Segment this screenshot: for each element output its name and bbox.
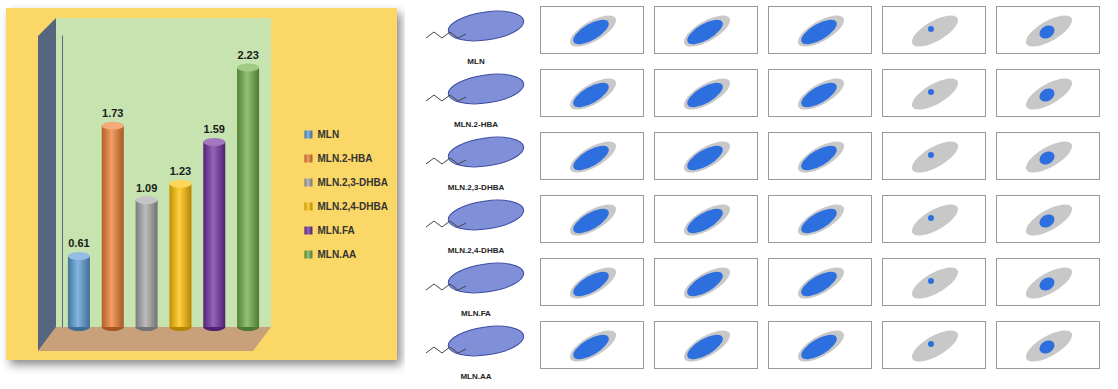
svg-text:MLN.2-HBA: MLN.2-HBA xyxy=(317,153,372,164)
svg-text:MLN.AA: MLN.AA xyxy=(317,249,356,260)
html-text:MLN.AA: MLN.AA xyxy=(460,372,492,381)
html-text:MLN.2,3-DHBA: MLN.2,3-DHBA xyxy=(447,183,505,192)
html-text:MLN.2,4-DHBA: MLN.2,4-DHBA xyxy=(447,246,505,255)
html-text:MLN.FA: MLN.FA xyxy=(461,309,491,318)
svg-text:MLN.2,4-DHBA: MLN.2,4-DHBA xyxy=(317,201,388,212)
html-text:MLN: MLN xyxy=(467,57,485,66)
svg-text:1.73: 1.73 xyxy=(102,107,123,119)
svg-text:1.23: 1.23 xyxy=(170,165,191,177)
svg-text:MLN.2,3-DHBA: MLN.2,3-DHBA xyxy=(317,177,388,188)
html-text:MLN.2-HBA: MLN.2-HBA xyxy=(454,120,498,129)
svg-text:MLN: MLN xyxy=(317,129,339,140)
svg-text:0.61: 0.61 xyxy=(68,237,89,249)
svg-text:1.59: 1.59 xyxy=(204,123,225,135)
svg-text:MLN.FA: MLN.FA xyxy=(317,225,354,236)
svg-text:1.09: 1.09 xyxy=(136,182,157,194)
svg-text:2.23: 2.23 xyxy=(237,49,258,61)
